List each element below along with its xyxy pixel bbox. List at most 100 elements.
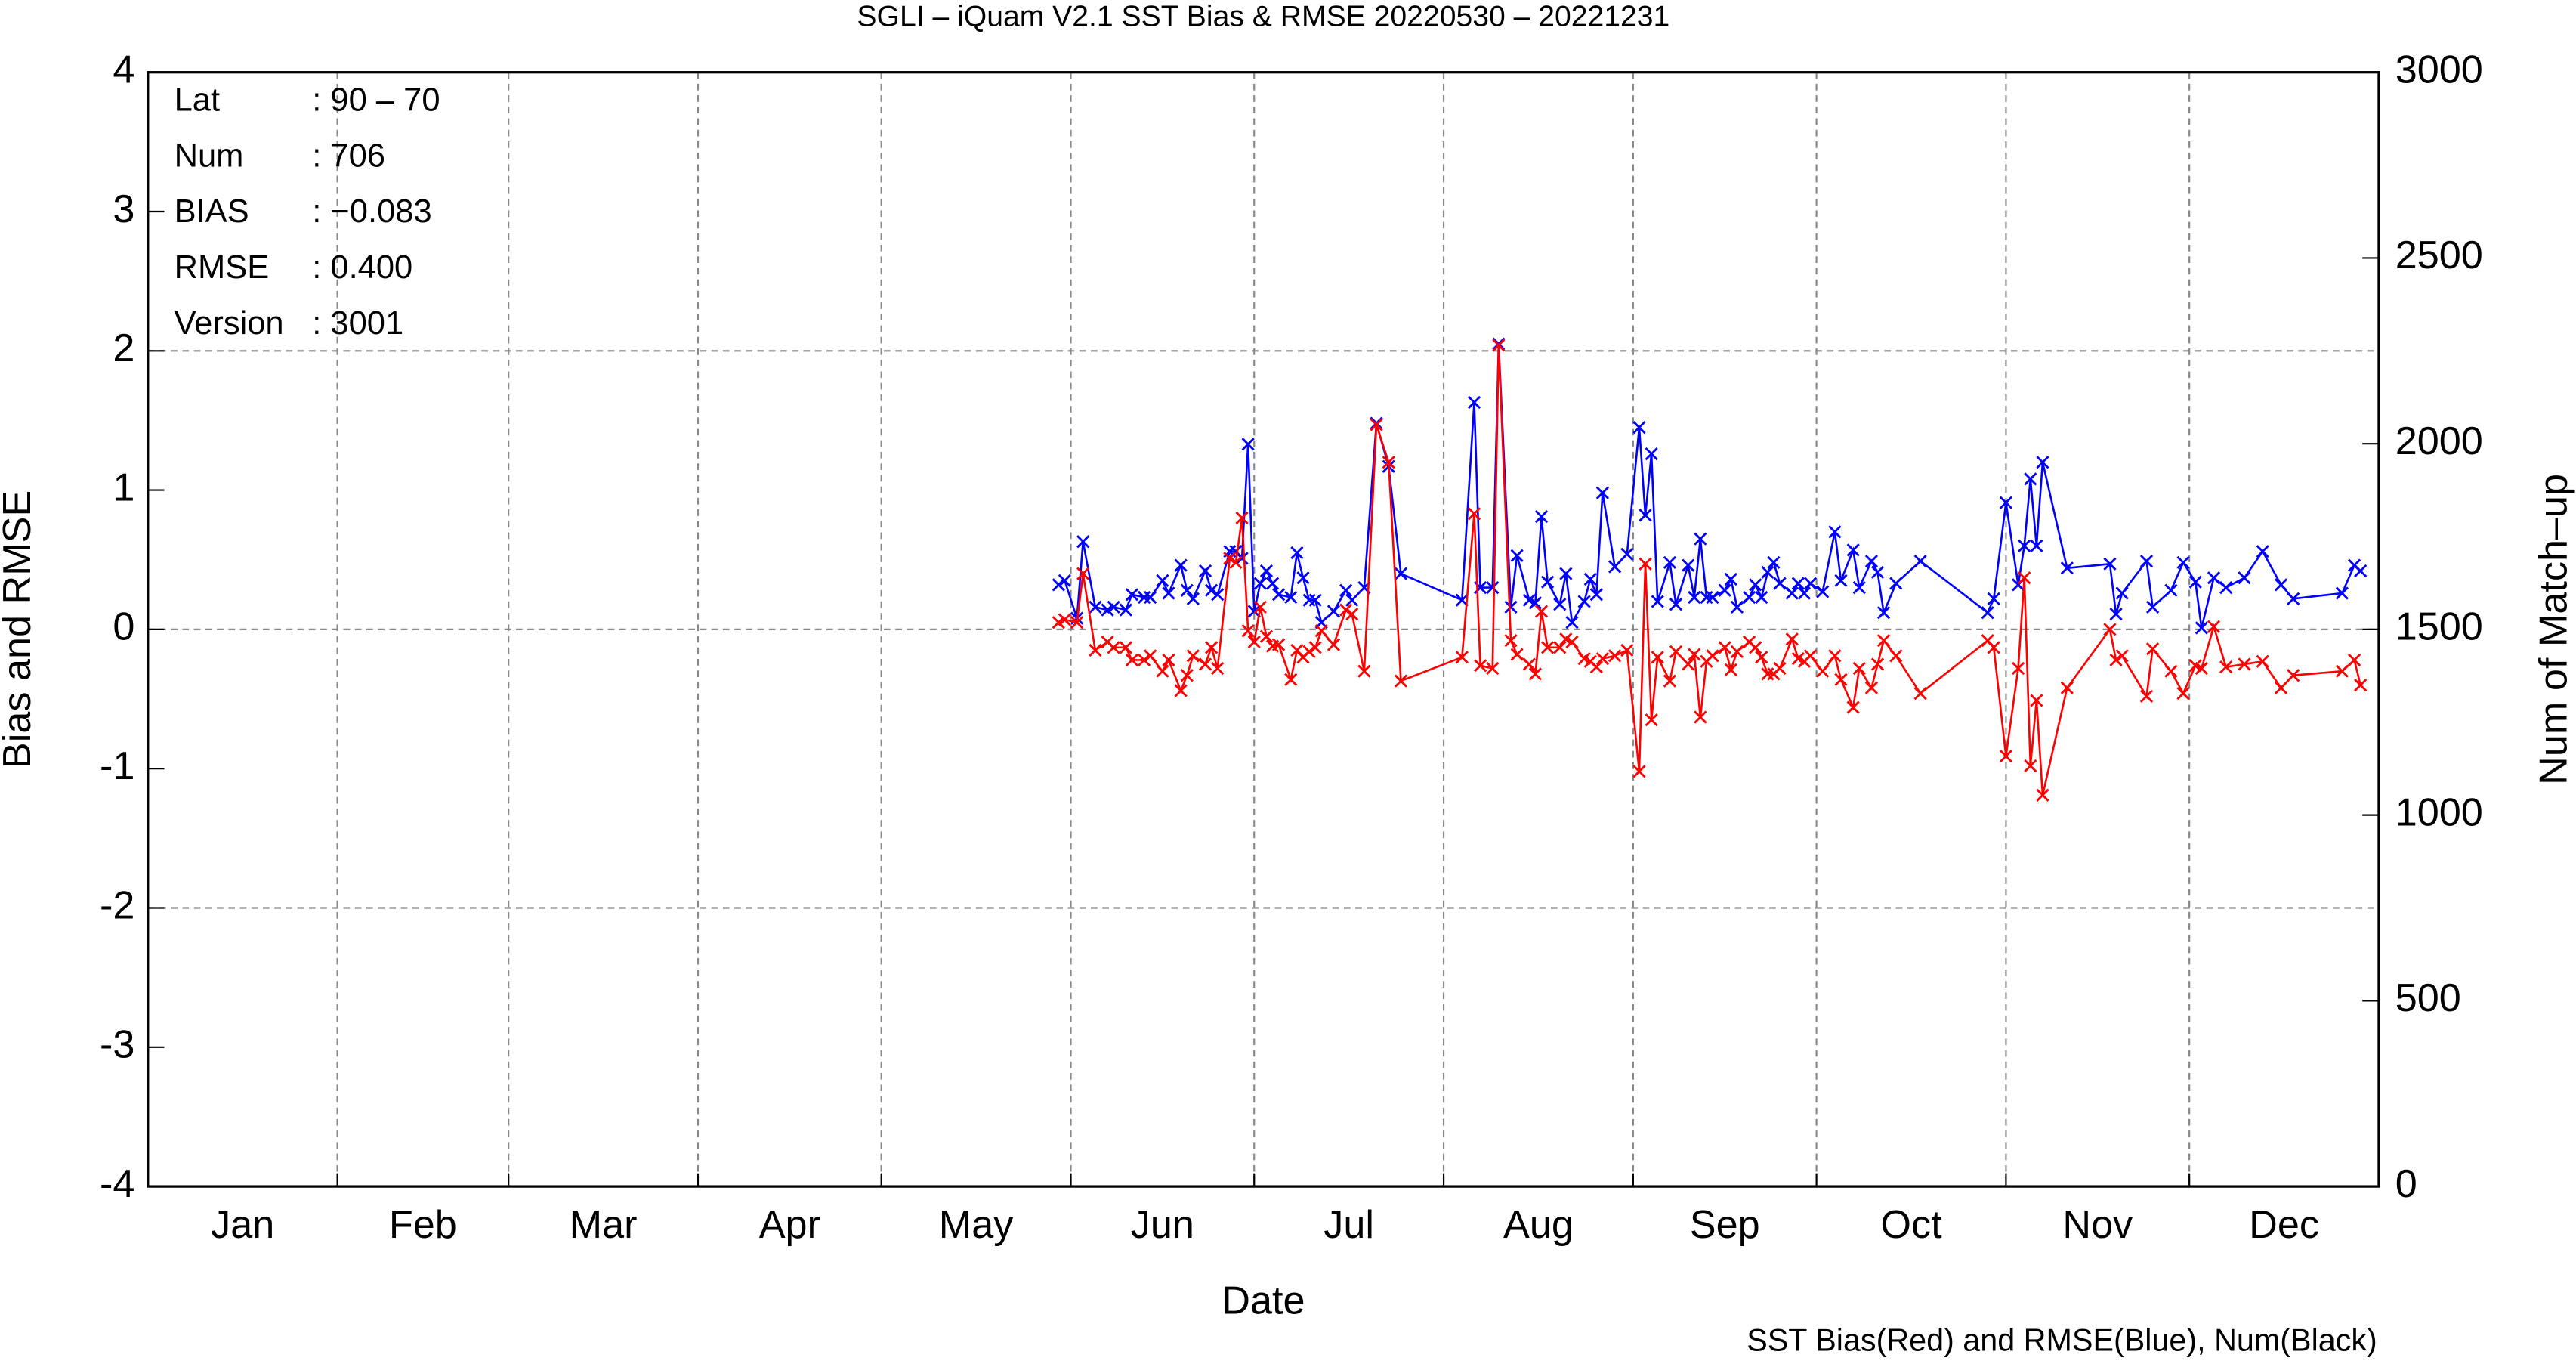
point-marker (1394, 674, 1408, 688)
point-marker (2018, 539, 2031, 552)
point-marker (2176, 687, 2190, 700)
point-marker (1767, 555, 1781, 570)
point-marker (1889, 649, 1903, 663)
point-marker (1125, 653, 1139, 667)
point-marker (1669, 645, 1683, 658)
point-marker (1987, 592, 2000, 605)
point-marker (1162, 586, 1175, 600)
point-marker (1889, 577, 1903, 590)
point-marker (2287, 592, 2300, 605)
point-marker (1174, 558, 1188, 572)
point-marker (1834, 574, 1848, 587)
point-marker (2060, 561, 2074, 575)
point-marker (1302, 645, 1316, 658)
point-marker (1534, 509, 1549, 524)
point-marker (1076, 567, 1090, 580)
y2-axis-label: Num of Match–up (2532, 474, 2576, 785)
point-marker (1180, 583, 1194, 597)
y2-tick-label: 500 (2395, 976, 2461, 1020)
point-marker (1639, 509, 1652, 522)
point-marker (1669, 598, 1683, 611)
point-marker (1156, 664, 1169, 678)
y-tick-label: 4 (113, 48, 134, 91)
point-marker (1608, 560, 1622, 574)
point-marker (1565, 616, 1579, 629)
point-marker (1137, 590, 1151, 605)
point-marker (1467, 395, 1481, 410)
point-marker (2238, 657, 2251, 671)
point-marker (1186, 592, 1200, 605)
y-tick-label: -4 (100, 1162, 134, 1206)
point-marker (1553, 641, 1567, 654)
plot-frame (147, 71, 2380, 1188)
point-marker (1119, 641, 1132, 654)
point-marker (2195, 621, 2208, 635)
point-marker (2018, 571, 2031, 585)
point-marker (1870, 565, 1885, 579)
point-marker (2060, 681, 2074, 694)
point-marker (1724, 663, 1737, 676)
point-marker (1755, 590, 1768, 605)
point-marker (1162, 653, 1175, 667)
point-marker (1229, 555, 1243, 570)
point-marker (2354, 564, 2368, 578)
point-marker (1510, 549, 1524, 562)
point-marker (1345, 608, 1359, 621)
point-marker (1651, 651, 1664, 664)
point-marker (2195, 661, 2208, 676)
y-tick-label: -1 (100, 744, 134, 788)
point-marker (1577, 595, 1591, 608)
y-tick-label: 2 (113, 326, 134, 370)
point-marker (2256, 654, 2269, 668)
point-marker (1730, 645, 1744, 658)
point-marker (2139, 689, 2154, 703)
point-marker (1089, 643, 1102, 657)
info-value: : −0.083 (312, 193, 431, 230)
point-marker (1314, 624, 1328, 638)
point-marker (1852, 661, 1866, 676)
point-marker (1125, 588, 1139, 602)
point-marker (1144, 649, 1157, 663)
point-marker (1797, 586, 1812, 600)
point-marker (1632, 765, 1646, 778)
point-marker (2164, 664, 2178, 678)
point-marker (2347, 653, 2361, 667)
point-marker (1583, 572, 1597, 586)
point-marker (1706, 590, 1719, 605)
info-label: RMSE (175, 249, 270, 286)
point-marker (1846, 700, 1860, 714)
point-marker (1540, 641, 1555, 654)
y-tick-label: -3 (100, 1023, 134, 1067)
point-marker (1327, 605, 1341, 618)
point-marker (1816, 664, 1830, 678)
y2-tick-label: 1000 (2395, 790, 2483, 834)
point-marker (2219, 660, 2233, 674)
point-marker (1089, 600, 1102, 614)
x-tick-label: Apr (759, 1203, 820, 1247)
info-label: Lat (175, 82, 220, 118)
point-marker (1682, 558, 1695, 572)
point-marker (1137, 653, 1151, 667)
x-tick-label: Sep (1690, 1203, 1760, 1247)
point-marker (1688, 648, 1701, 661)
point-marker (1070, 616, 1084, 629)
point-marker (1773, 661, 1787, 676)
point-marker (1467, 507, 1481, 521)
point-marker (1999, 496, 2013, 509)
point-marker (2103, 623, 2117, 636)
y-tick-label: -2 (100, 883, 134, 927)
point-marker (1700, 590, 1713, 605)
point-marker (2188, 575, 2202, 589)
point-marker (1981, 606, 1994, 620)
point-marker (1999, 749, 2013, 763)
point-marker (1749, 641, 1762, 654)
point-marker (1846, 543, 1860, 557)
point-marker (1913, 687, 1927, 700)
footnote: SST Bias(Red) and RMSE(Blue), Num(Black) (1747, 1323, 2377, 1358)
point-marker (1877, 606, 1891, 620)
x-tick-label: Nov (2062, 1203, 2133, 1247)
point-marker (1235, 552, 1249, 565)
point-marker (1694, 532, 1707, 546)
